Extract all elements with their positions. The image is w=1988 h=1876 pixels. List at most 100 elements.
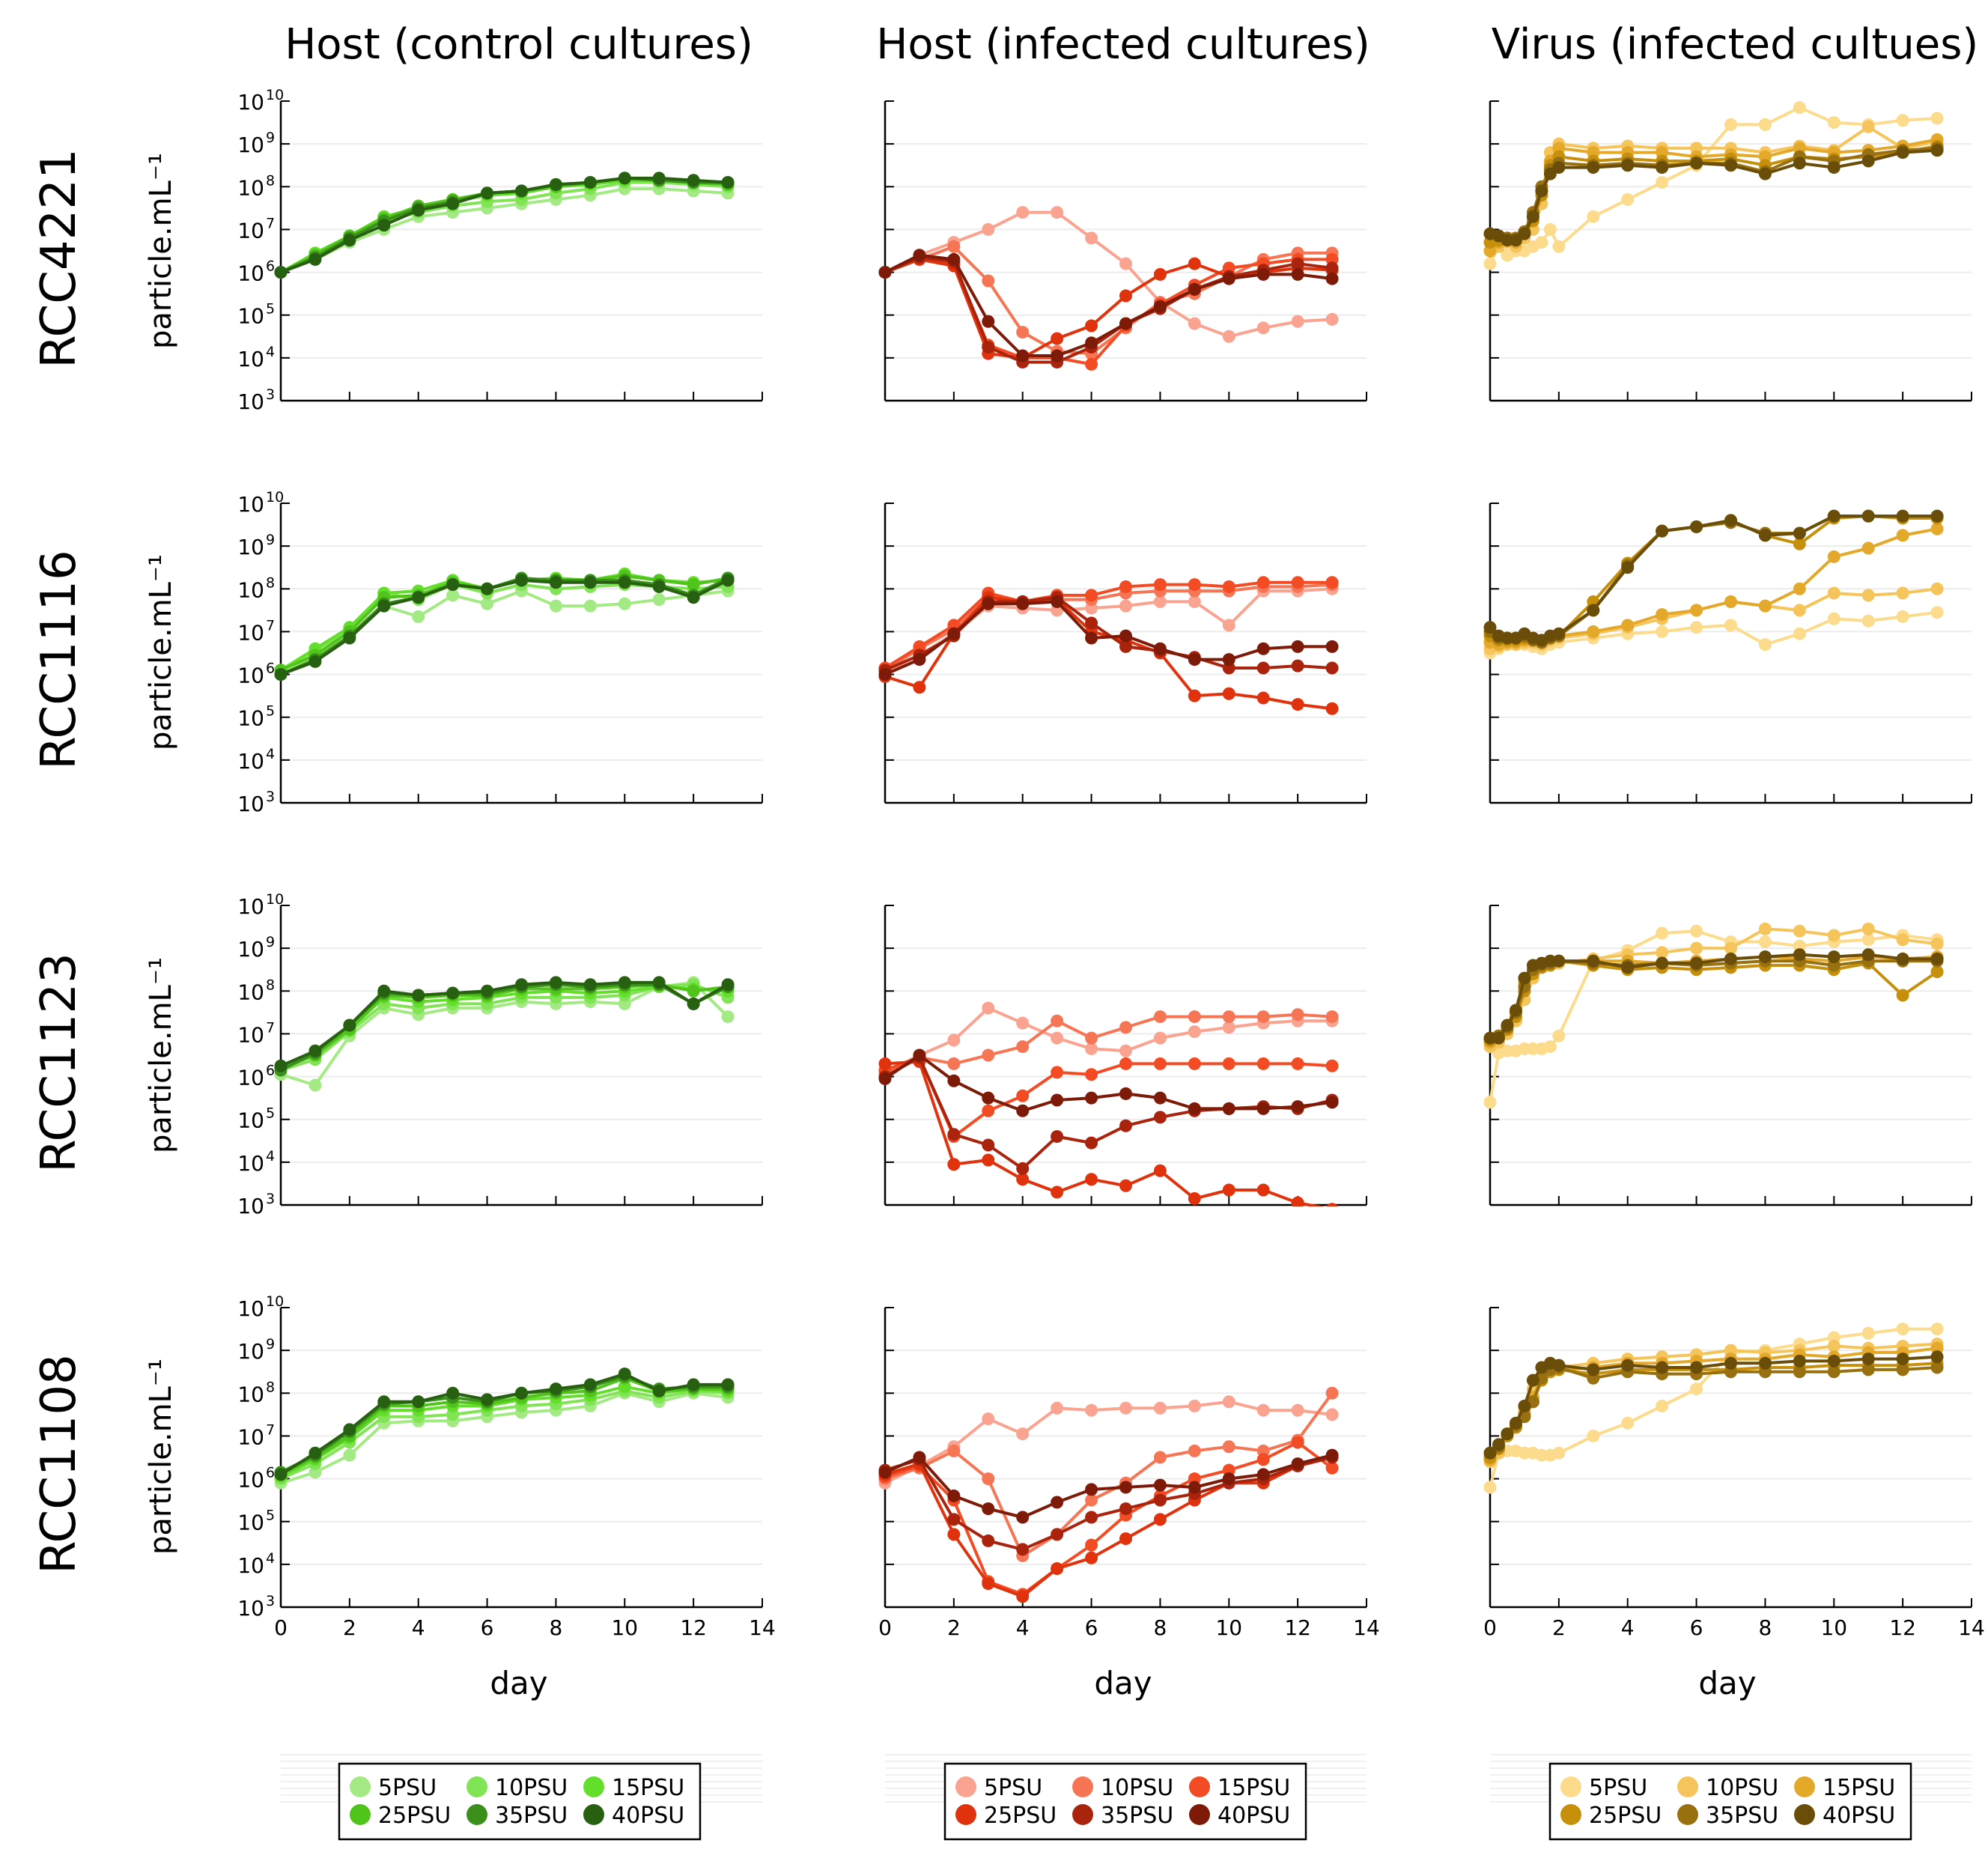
data-point-25PSU [1930,965,1944,979]
y-tick-label: 10 [237,492,264,517]
legend-label-5PSU: 5PSU [378,1775,437,1801]
data-point-40PSU [1861,1353,1875,1366]
column-title-host-control: Host (control cultures) [285,20,753,69]
legend-label-35PSU: 35PSU [1101,1803,1173,1829]
data-point-5PSU [1758,638,1772,652]
data-point-40PSU [687,591,700,604]
data-point-40PSU [1153,1091,1167,1105]
data-point-15PSU [1051,1066,1064,1079]
data-point-5PSU [1483,257,1497,270]
data-point-40PSU [1501,1427,1514,1441]
panel-series [878,1386,1339,1603]
data-point-40PSU [947,1074,961,1087]
x-axis-labels: day day day [490,1665,1756,1702]
data-point-40PSU [1256,267,1270,281]
data-point-15PSU [1587,625,1600,638]
x-tick-label: 14 [1958,1615,1985,1640]
y-tick-exponent: 10 [266,87,284,103]
data-point-40PSU [377,599,391,613]
x-tick-label: 12 [680,1615,707,1640]
data-point-40PSU [583,576,597,589]
data-point-25PSU [1291,698,1304,711]
data-point-5PSU [1896,114,1909,127]
data-point-15PSU [1930,522,1944,535]
y-tick-label: 10 [237,664,264,688]
data-point-40PSU [1690,157,1703,170]
data-point-5PSU [1690,621,1703,634]
data-point-25PSU [1119,1179,1132,1192]
legend-marker-25PSU [955,1804,976,1825]
data-point-40PSU [343,1019,356,1032]
legend-label-15PSU: 15PSU [1218,1775,1290,1801]
data-point-10PSU [1827,1339,1840,1353]
data-point-40PSU [1016,1511,1030,1524]
data-point-10PSU [1016,1040,1030,1054]
x-tick-label: 4 [1621,1615,1635,1640]
data-point-5PSU [982,1412,995,1426]
data-point-40PSU [583,176,597,189]
data-point-10PSU [1827,929,1840,942]
data-point-15PSU [1621,619,1635,632]
data-point-10PSU [1153,1010,1167,1024]
y-tick-exponent: 8 [266,172,275,189]
y-tick-label: 10 [237,749,264,774]
data-point-10PSU [1861,120,1875,133]
data-point-40PSU [1492,1438,1505,1451]
data-point-15PSU [1222,580,1235,593]
y-tick-label: 10 [237,1339,264,1364]
data-point-40PSU [1188,1481,1201,1494]
legend-marker-5PSU [350,1776,371,1797]
data-point-25PSU [1085,319,1098,333]
y-tick-label: 10 [237,620,264,645]
row-label-rcc1108: RCC1108 [31,1354,87,1574]
data-point-40PSU [1291,267,1304,281]
series-line-25PSU [1489,959,1939,1042]
series-line-40PSU [279,1372,729,1476]
data-point-40PSU [481,582,494,595]
legend-marker-10PSU [1072,1776,1093,1797]
data-point-35PSU [1051,1130,1064,1144]
y-tick-exponent: 10 [266,891,284,908]
data-point-40PSU [1325,1096,1339,1109]
data-point-40PSU [1291,1457,1304,1471]
data-point-35PSU [1153,1493,1167,1507]
data-point-40PSU [274,1468,288,1481]
y-axis-labels: particle.mL⁻¹ particle.mL⁻¹ particle.mL⁻… [144,153,178,1555]
data-point-5PSU [1656,1399,1669,1412]
y-tick-label: 10 [237,133,264,157]
x-axis-label: day [1094,1665,1152,1702]
data-point-35PSU [1119,640,1132,653]
data-point-5PSU [1827,612,1840,625]
legend-label-5PSU: 5PSU [984,1775,1042,1801]
data-point-5PSU [1656,176,1669,189]
data-point-40PSU [1085,336,1098,350]
data-point-25PSU [1222,687,1235,700]
y-axis-label: particle.mL⁻¹ [144,554,178,750]
data-point-5PSU [1552,1029,1566,1042]
legend-marker-35PSU [1072,1804,1093,1825]
data-point-40PSU [274,1059,288,1072]
y-tick-exponent: 10 [266,489,284,506]
data-point-5PSU [1483,1481,1497,1494]
x-tick-label: 10 [611,1615,638,1640]
data-point-40PSU [1222,653,1235,667]
y-tick-label: 10 [237,1596,264,1621]
data-point-25PSU [1153,1513,1167,1526]
data-point-25PSU [1051,1562,1064,1576]
data-point-40PSU [274,668,288,682]
legend-label-35PSU: 35PSU [495,1803,568,1829]
y-tick-exponent: 9 [266,532,275,548]
data-point-5PSU [1861,1326,1875,1340]
x-axis-label: day [1698,1665,1756,1702]
x-tick-label: 14 [1353,1615,1380,1640]
data-point-40PSU [412,989,425,1002]
data-point-40PSU [1793,948,1806,962]
row-label-rcc1123: RCC1123 [31,953,87,1173]
data-point-35PSU [1291,257,1304,270]
x-tick-label: 10 [1820,1615,1847,1640]
panel-rcc1116-virus [1483,503,1972,804]
column-title-host-infected: Host (infected cultures) [876,20,1370,69]
data-point-15PSU [1325,576,1339,589]
panel-series [1483,509,1944,660]
